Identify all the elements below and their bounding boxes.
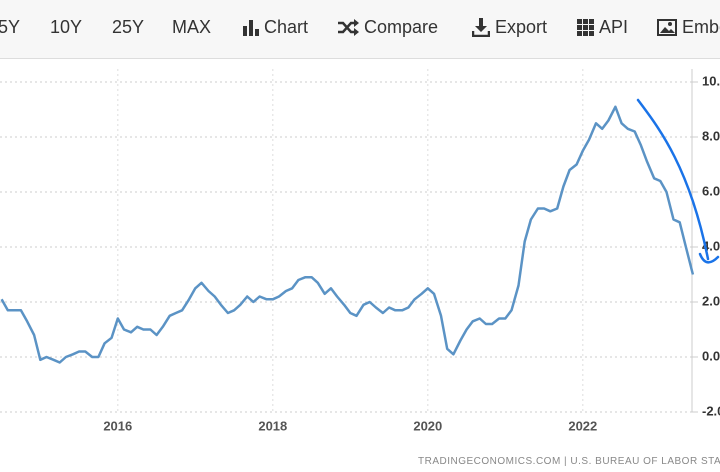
annotation-arrowhead	[698, 252, 720, 264]
y-tick-label: 8.0	[702, 128, 720, 143]
button-label: Compare	[364, 17, 439, 37]
button-label: 5Y	[0, 17, 21, 37]
series-line	[0, 105, 695, 364]
x-tick-label: 2020	[413, 418, 442, 433]
y-tick-label: 6.0	[702, 183, 720, 198]
y-tick-label: 2.0	[702, 293, 720, 308]
api-button[interactable]: API	[577, 17, 628, 38]
button-label: API	[599, 17, 629, 37]
button-label: MAX	[172, 17, 212, 37]
range-button[interactable]: 25Y	[112, 17, 144, 38]
x-tick-label: 2018	[258, 418, 287, 433]
button-label: 10Y	[50, 17, 83, 37]
x-tick-label: 2016	[103, 418, 132, 433]
download-icon	[472, 18, 490, 37]
chart: -2.00.02.04.06.08.010.02016201820202022	[0, 69, 720, 433]
button-label: Export	[495, 17, 548, 37]
range-button[interactable]: 5Y	[0, 17, 20, 38]
y-tick-label: 0.0	[702, 348, 720, 363]
button-label: Chart	[264, 17, 309, 37]
toolbar: 5Y 10Y 25Y MAX Chart Compare Export API …	[0, 0, 720, 59]
y-tick-label: 10.0	[702, 73, 720, 88]
embed-button[interactable]: Embed	[657, 17, 720, 38]
range-button[interactable]: 10Y	[50, 17, 82, 38]
button-label: 25Y	[112, 17, 145, 37]
shuffle-icon	[338, 19, 359, 36]
grid-icon	[577, 19, 594, 36]
x-tick-label: 2022	[568, 418, 597, 433]
button-label: Embed	[682, 17, 720, 37]
range-button[interactable]: MAX	[172, 17, 211, 38]
chart-icon	[243, 20, 259, 36]
source-footer: TRADINGECONOMICS.COM | U.S. BUREAU OF LA…	[418, 456, 720, 467]
export-button[interactable]: Export	[472, 17, 547, 38]
y-tick-label: -2.0	[702, 403, 720, 418]
image-icon	[657, 19, 677, 36]
compare-button[interactable]: Compare	[337, 17, 438, 38]
annotation-arrow	[636, 98, 710, 261]
chart-button[interactable]: Chart	[242, 17, 308, 38]
